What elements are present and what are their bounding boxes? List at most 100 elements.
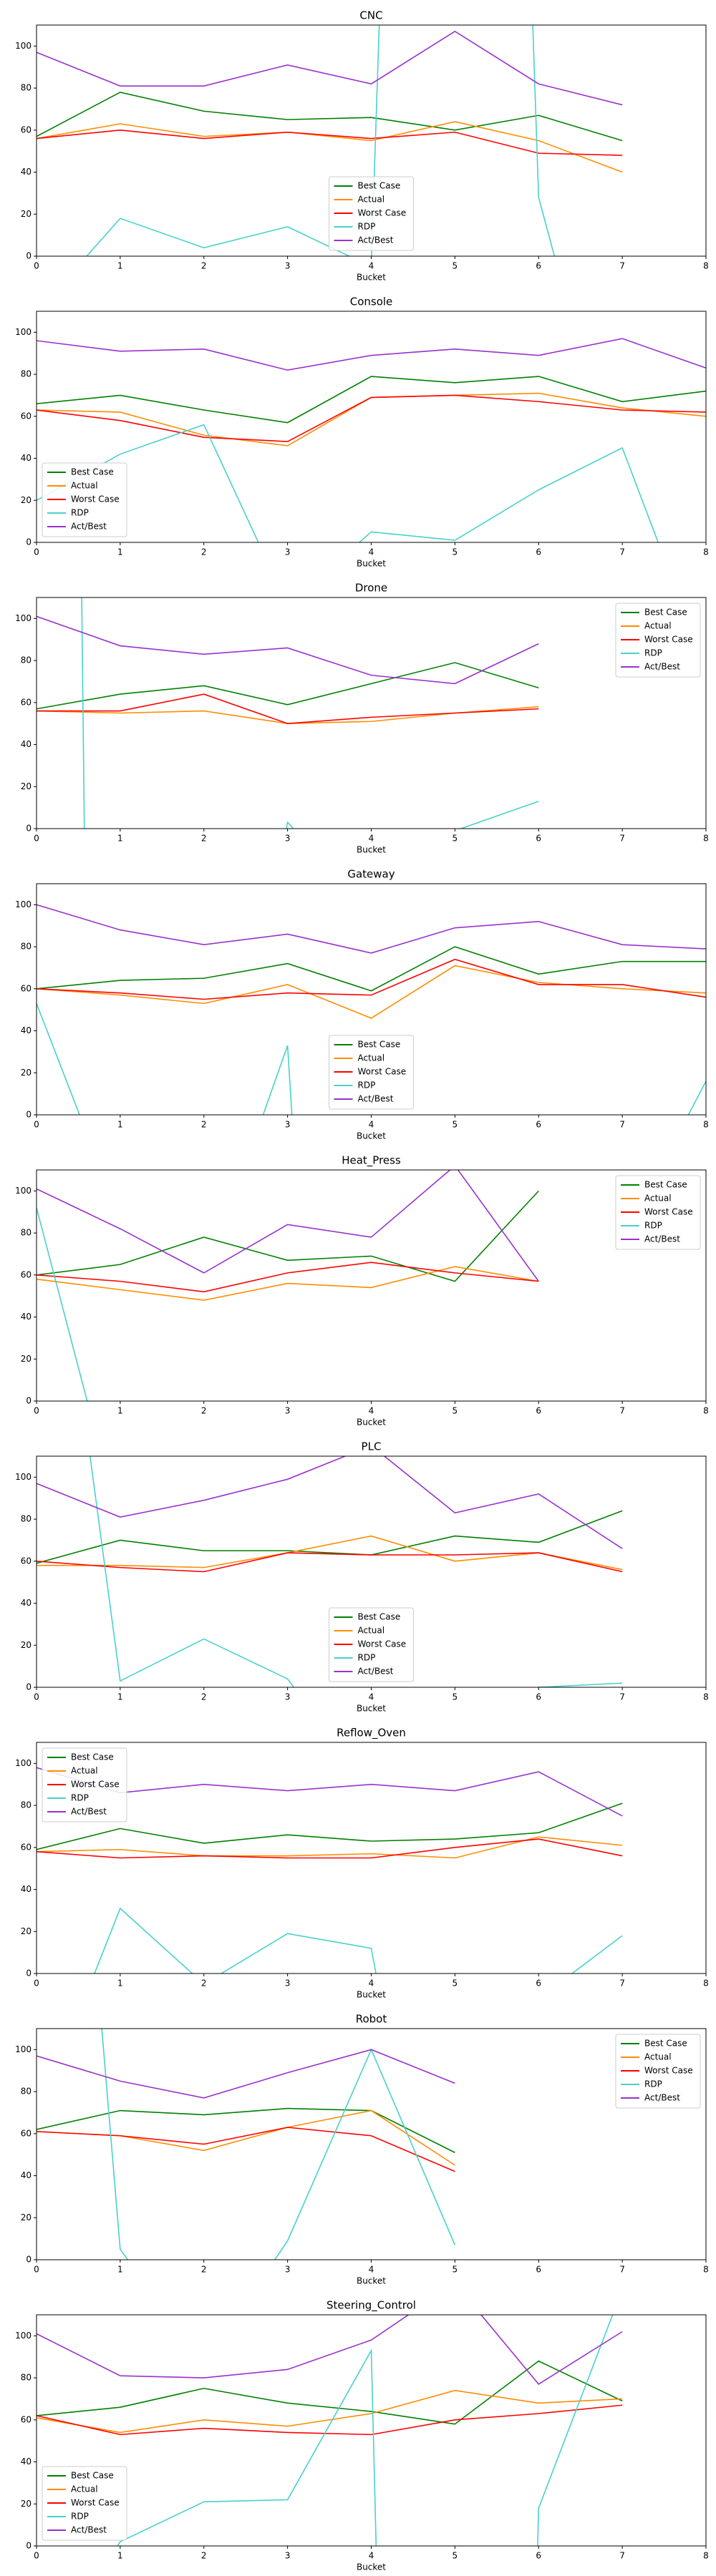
chart-title: PLC [362,1440,382,1453]
x-tick-label: 5 [453,1120,458,1130]
y-tick-label: 20 [21,1354,32,1364]
chart-title: Gateway [347,868,395,881]
legend-label: Best Case [358,181,401,191]
data-line [37,376,706,424]
data-line [81,597,539,829]
x-tick-label: 3 [285,261,291,271]
legend-label: Best Case [358,1040,401,1050]
data-line [37,662,539,710]
legend-label: Worst Case [644,2066,693,2076]
legend: Best Case Actual Worst Case RDP Act/Best [615,602,701,678]
x-tick-label: 8 [703,547,709,557]
legend-label: Act/Best [71,1807,107,1817]
axes-frame [36,24,707,257]
x-tick-label: 2 [201,834,207,844]
x-tick-label: 3 [285,2551,291,2561]
x-axis-label: Bucket [357,273,386,283]
x-tick-label: 7 [619,2551,625,2561]
x-tick-label: 3 [285,547,291,557]
subplot: PLC Bucket 0 20 40 60 80 100 0 1 2 3 4 5 6 7 8 Best Case A… [15,1440,709,1714]
data-line [37,706,539,724]
legend-label: Act/Best [644,1234,680,1244]
data-line [37,394,706,442]
y-tick-label: 40 [21,1025,32,1035]
x-tick-label: 0 [34,1692,39,1702]
x-tick-label: 4 [369,1979,374,1989]
y-tick-label: 100 [15,1186,32,1196]
data-line [37,965,706,1019]
plot-area [37,1170,539,1401]
x-tick-label: 5 [453,1406,458,1416]
legend-label: Best Case [71,2471,114,2481]
y-tick-label: 60 [21,125,32,135]
data-line [37,2127,455,2172]
x-tick-label: 6 [536,1692,541,1702]
y-tick-label: 40 [21,2457,32,2467]
x-tick-label: 6 [536,1120,541,1130]
data-line [37,1170,539,1282]
x-tick-label: 6 [536,834,541,844]
x-tick-label: 0 [34,1406,39,1416]
data-line [37,1836,623,1859]
y-tick-label: 80 [21,1514,32,1524]
x-tick-label: 4 [369,834,374,844]
legend-label: Best Case [71,1752,114,1762]
x-tick-label: 5 [453,2551,458,2561]
axes-frame [36,311,707,543]
data-line [37,2107,455,2153]
x-tick-label: 4 [369,1692,374,1702]
y-tick-label: 40 [21,1884,32,1894]
x-tick-label: 4 [369,1120,374,1130]
axes-frame [36,1455,707,1688]
x-tick-label: 0 [34,2265,39,2275]
legend-box [42,462,127,537]
y-tick-label: 20 [21,495,32,505]
data-line [37,392,706,447]
x-tick-label: 6 [536,1406,541,1416]
y-tick-label: 20 [21,1926,32,1936]
x-tick-label: 3 [285,2265,291,2275]
y-tick-label: 0 [26,537,32,547]
y-tick-label: 60 [21,2414,32,2424]
legend-label: Worst Case [358,208,407,218]
axes-frame [36,1169,707,1402]
x-tick-label: 8 [703,834,709,844]
legend-label: Actual [358,195,385,205]
legend-label: Best Case [358,1612,401,1622]
legend-label: Best Case [644,1180,687,1190]
legend-label: Actual [358,1053,385,1063]
x-tick-label: 8 [703,1406,709,1416]
legend-box [329,1035,414,1110]
legend-label: Act/Best [358,1667,394,1677]
subplot: Console Bucket 0 20 40 60 80 100 0 1 2 3 4 5 6 7 8 Best C… [15,296,709,569]
x-axis-label: Bucket [357,1990,386,2000]
y-tick-label: 0 [26,824,32,834]
x-tick-label: 5 [453,834,458,844]
y-tick-label: 0 [26,1396,32,1406]
x-tick-label: 3 [285,1120,291,1130]
data-line [37,1535,623,1571]
data-line [101,2029,456,2260]
x-tick-label: 2 [201,547,207,557]
legend: Best Case Actual Worst Case RDP Act/Best [42,1747,127,1823]
subplot: Drone Bucket 0 20 40 60 80 100 0 1 2 3 4 5 6 7 8 Best Cas… [15,582,709,855]
data-line [37,2315,623,2385]
axes-frame [36,2028,707,2260]
x-tick-label: 4 [369,2265,374,2275]
x-tick-label: 6 [536,1979,541,1989]
x-tick-label: 4 [369,2551,374,2561]
legend-box [42,2466,127,2541]
x-tick-label: 7 [619,261,625,271]
legend: Best Case Actual Worst Case RDP Act/Best [42,2466,127,2541]
data-line [37,1838,623,1859]
data-line [86,25,556,256]
x-tick-label: 2 [201,261,207,271]
y-tick-label: 100 [15,2331,32,2341]
x-tick-label: 6 [536,547,541,557]
legend-label: Actual [71,481,98,491]
legend-label: RDP [71,2512,89,2522]
legend-label: RDP [644,648,662,658]
y-tick-label: 100 [15,1758,32,1768]
x-axis-label: Bucket [357,559,386,569]
legend-label: Worst Case [71,1780,120,1790]
